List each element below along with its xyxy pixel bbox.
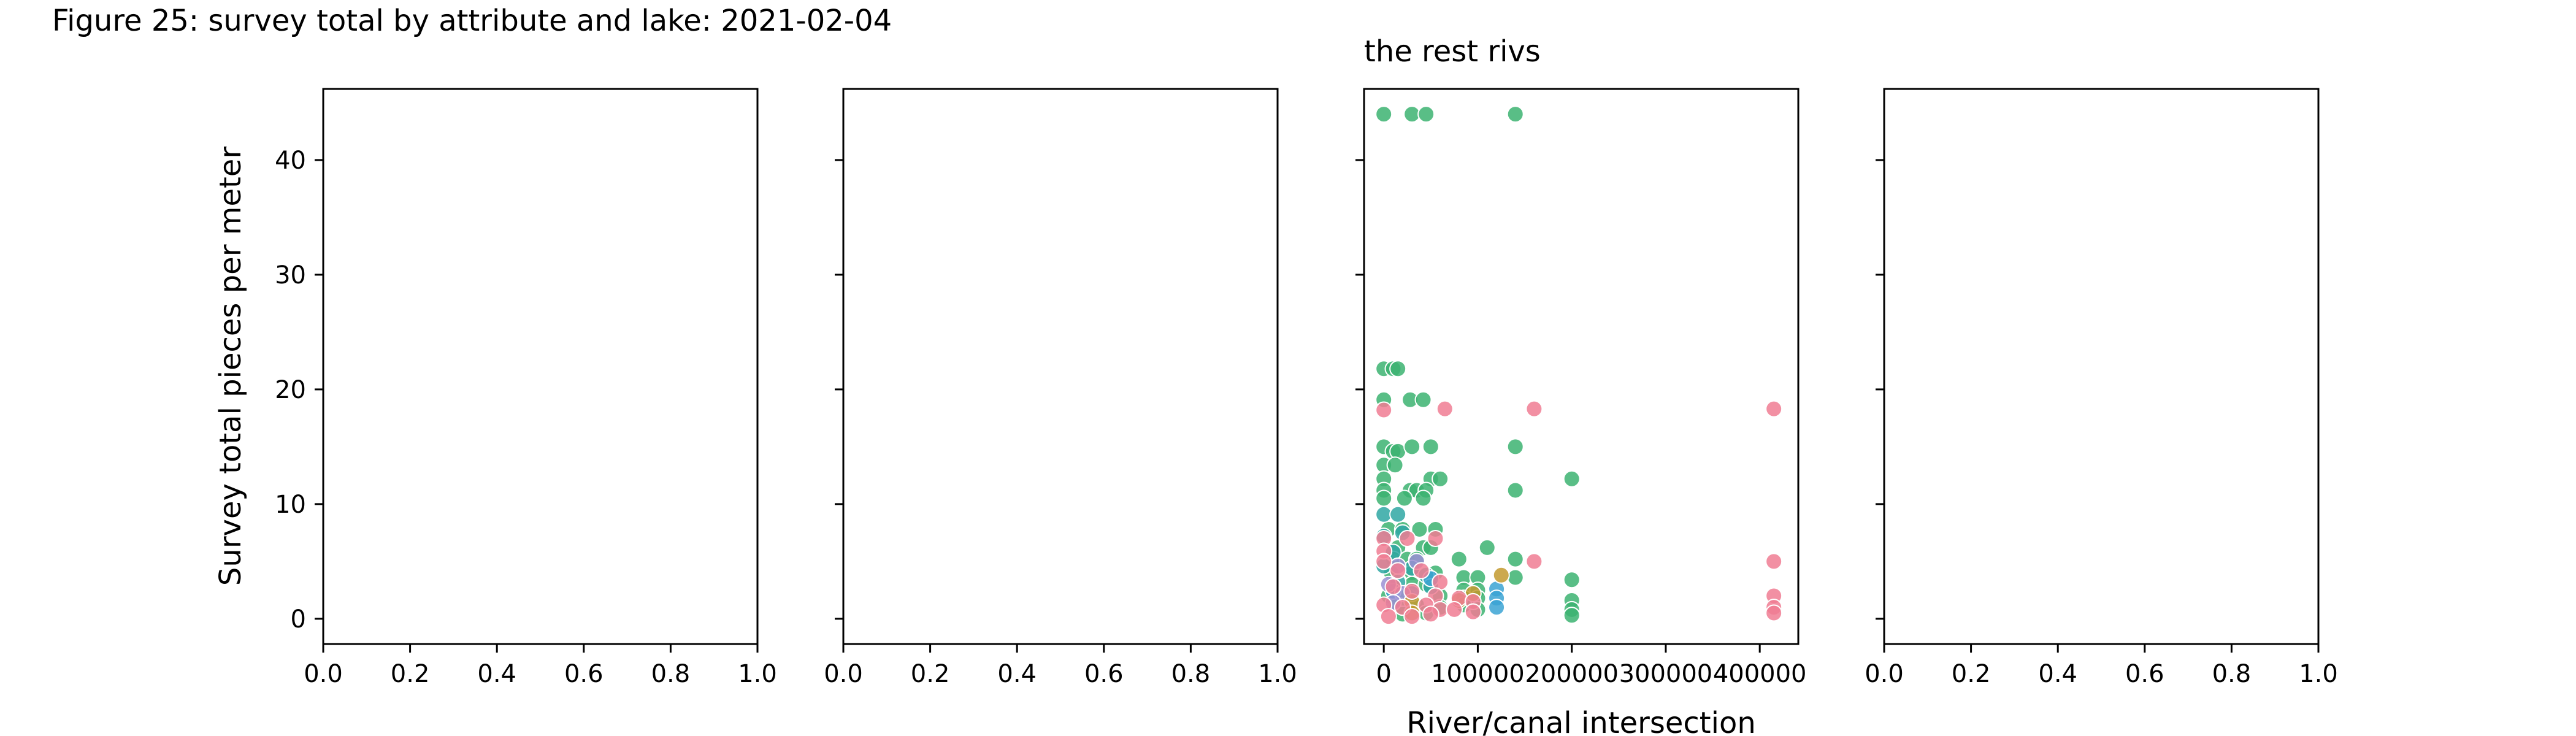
panel-2-x-tick-label: 0.8 — [1171, 660, 1211, 688]
scatter-point-series-6 — [1413, 562, 1430, 580]
panel-2-x-tick-label: 0.2 — [911, 660, 950, 688]
panel-3-x-tick-label: 0 — [1376, 660, 1391, 688]
scatter-point-series-6 — [1384, 578, 1402, 596]
panel-2-x-tick-label: 0.6 — [1084, 660, 1124, 688]
scatter-point-series-6 — [1446, 600, 1463, 618]
scatter-point-series-6 — [1765, 553, 1783, 570]
panel-4: 0.0 0.2 0.4 0.6 0.8 1.0 — [1865, 88, 2338, 688]
scatter-point-series-1 — [1414, 391, 1432, 408]
panel-2-x-tick-label: 0.4 — [997, 660, 1037, 688]
scatter-point-series-1 — [1506, 105, 1524, 123]
panel-3-x-tick-label: 200000 — [1525, 660, 1619, 688]
panel-1-y-axis-label: Survey total pieces per meter — [213, 147, 248, 586]
scatter-point-series-6 — [1525, 400, 1543, 418]
scatter-point-series-6 — [1427, 529, 1444, 547]
scatter-point-series-6 — [1525, 553, 1543, 570]
scatter-point-series-1 — [1417, 105, 1435, 123]
panel-4-x-tick-label: 0.6 — [2125, 660, 2164, 688]
panel-1-y-tick-label: 20 — [275, 376, 306, 404]
panel-4-frame — [1883, 88, 2320, 645]
scatter-point-series-1 — [1432, 470, 1449, 488]
scatter-point-series-6 — [1375, 401, 1393, 419]
panel-4-x-tick-label: 0.8 — [2212, 660, 2252, 688]
scatter-point-series-6 — [1375, 553, 1393, 570]
scatter-point-series-1 — [1414, 489, 1432, 507]
panel-1-x-tick-label: 0.8 — [651, 660, 691, 688]
scatter-point-series-6 — [1422, 605, 1439, 623]
scatter-point-series-6 — [1403, 608, 1421, 626]
panel-1-y-tick-label: 10 — [275, 491, 306, 519]
scatter-point-series-2 — [1389, 505, 1407, 523]
panel-3-frame — [1363, 88, 1800, 645]
scatter-point-series-1 — [1395, 489, 1413, 507]
scatter-point-series-1 — [1403, 438, 1421, 456]
panel-1-y-tick-label: 0 — [291, 605, 306, 634]
scatter-point-series-1 — [1375, 489, 1393, 507]
scatter-point-series-6 — [1398, 529, 1416, 547]
scatter-point-series-1 — [1389, 360, 1407, 378]
scatter-point-series-1 — [1506, 550, 1524, 568]
scatter-point-series-1 — [1375, 105, 1393, 123]
scatter-point-series-6 — [1765, 604, 1783, 622]
panel-2: 0.0 0.2 0.4 0.6 0.8 1.0 — [824, 88, 1297, 688]
scatter-point-series-6 — [1389, 562, 1407, 580]
scatter-point-series-6 — [1464, 603, 1482, 621]
scatter-point-series-1 — [1563, 571, 1581, 589]
panel-1-x-tick-label: 0.2 — [391, 660, 430, 688]
panel-3-x-tick-label: 400000 — [1713, 660, 1807, 688]
scatter-point-series-5 — [1492, 566, 1510, 584]
panel-4-x-tick-label: 0.4 — [2038, 660, 2077, 688]
panel-3-x-axis-label: River/canal intersection — [1406, 706, 1755, 736]
panel-2-frame — [842, 88, 1279, 645]
panel-2-x-tick-label: 0.0 — [824, 660, 863, 688]
panel-3-x-tick-label: 300000 — [1619, 660, 1713, 688]
figure-title: Figure 25: survey total by attribute and… — [52, 4, 892, 38]
scatter-point-series-6 — [1379, 608, 1397, 626]
scatter-point-series-6 — [1403, 582, 1421, 600]
scatter-point-series-1 — [1563, 607, 1581, 624]
scatter-point-series-1 — [1450, 550, 1468, 568]
panel-1-y-tick-label: 30 — [275, 261, 306, 289]
scatter-point-series-1 — [1563, 470, 1581, 488]
panel-1-x-tick-label: 1.0 — [738, 660, 777, 688]
scatter-point-series-1 — [1386, 456, 1404, 474]
scatter-point-series-1 — [1506, 569, 1524, 586]
scatter-point-series-3 — [1488, 599, 1506, 616]
panel-1-x-tick-label: 0.6 — [564, 660, 604, 688]
scatter-point-series-1 — [1506, 481, 1524, 499]
panel-3-title: the rest rivs — [1364, 34, 1541, 69]
panel-1-x-tick-label: 0.4 — [477, 660, 516, 688]
panel-3: the rest rivs 0 100000 200000 300000 400000 … — [1355, 34, 1807, 736]
scatter-point-series-1 — [1422, 438, 1439, 456]
panel-4-x-tick-label: 0.0 — [1865, 660, 1904, 688]
scatter-point-series-6 — [1436, 400, 1454, 418]
panel-1-x-tick-label: 0.0 — [304, 660, 343, 688]
scatter-point-series-6 — [1765, 400, 1783, 418]
panel-1: 0.0 0.2 0.4 0.6 0.8 1.0 0 10 20 30 40 Survey total… — [213, 88, 777, 688]
scatter-point-series-1 — [1478, 539, 1496, 556]
panel-1-frame — [322, 88, 759, 645]
scatter-point-series-1 — [1506, 438, 1524, 456]
panel-4-x-tick-label: 0.2 — [1952, 660, 1991, 688]
panel-2-x-tick-label: 1.0 — [1258, 660, 1297, 688]
panel-1-y-tick-label: 40 — [275, 147, 306, 175]
panel-4-x-tick-label: 1.0 — [2299, 660, 2338, 688]
panel-3-x-tick-label: 100000 — [1431, 660, 1525, 688]
